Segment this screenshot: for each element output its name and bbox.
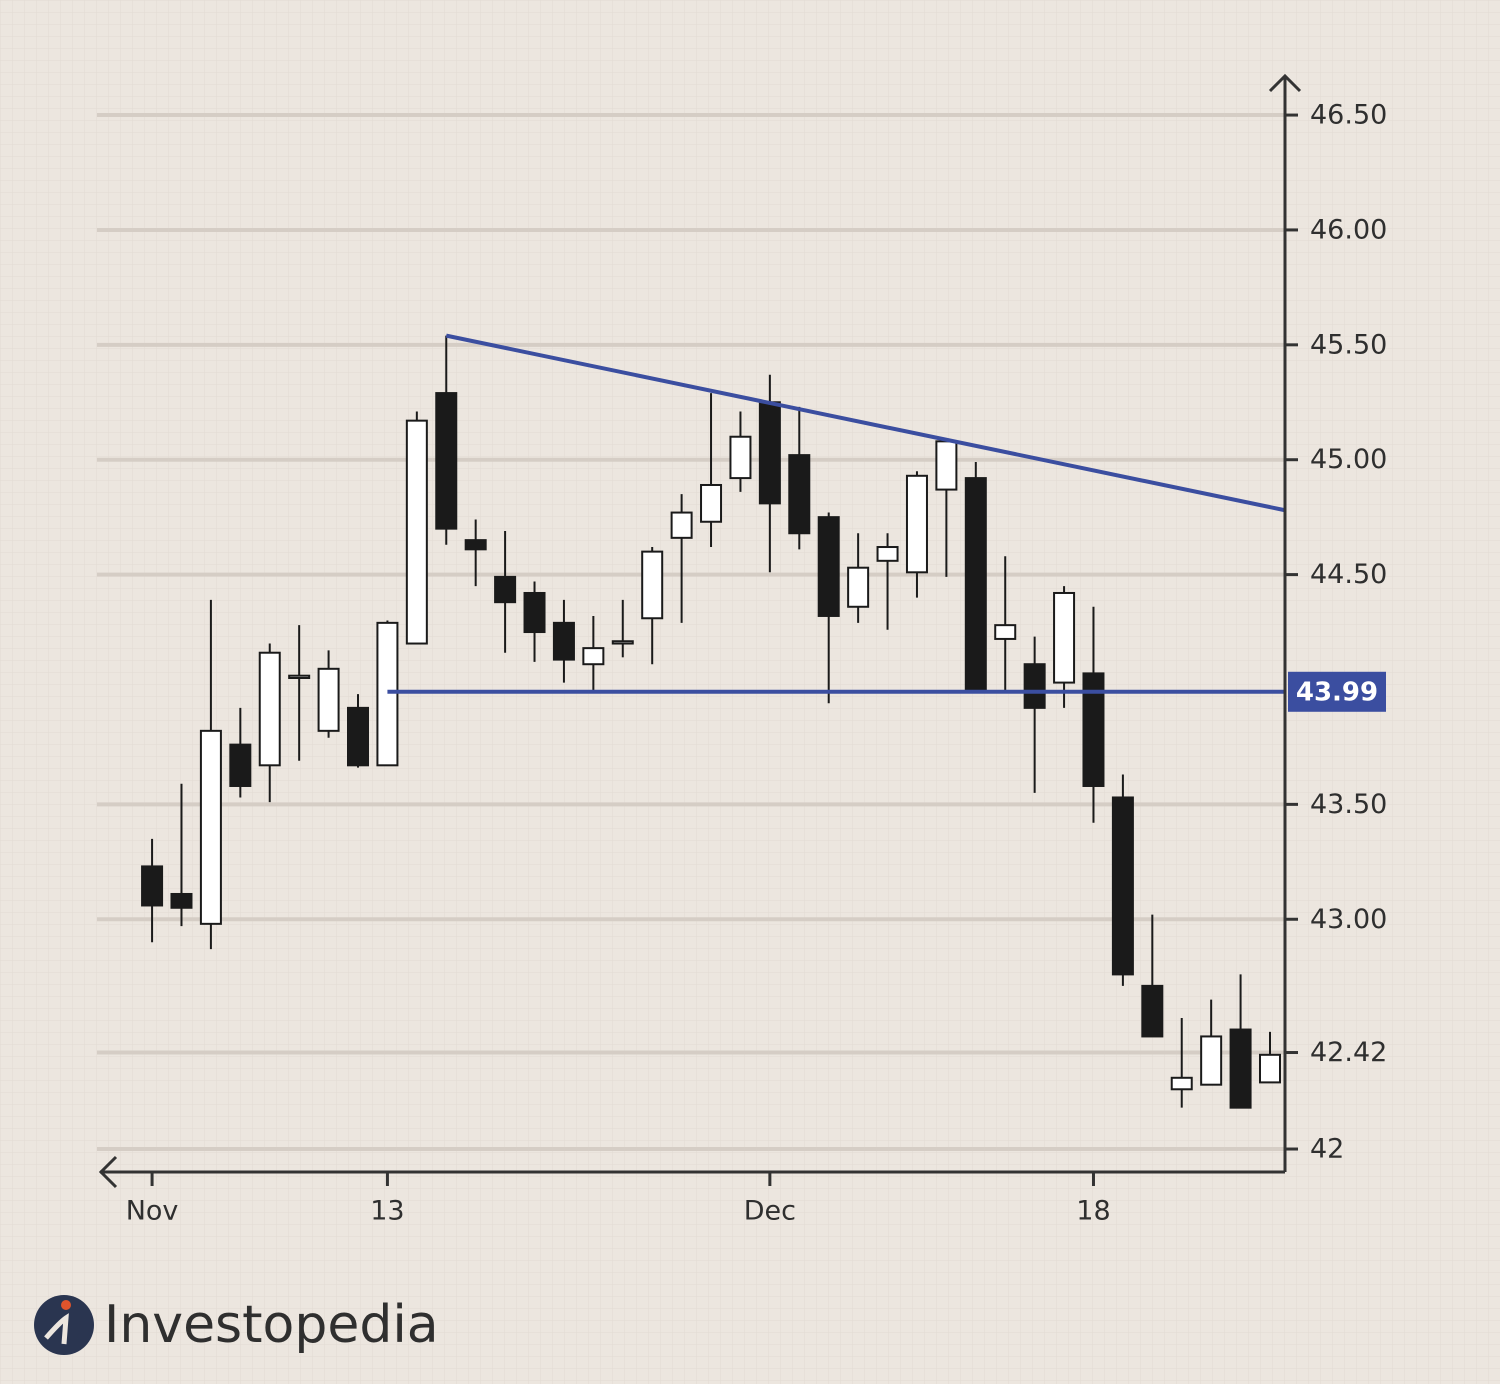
logo-mark — [44, 1313, 69, 1345]
grid — [97, 113, 1285, 1152]
candle-body — [1023, 663, 1046, 709]
candle-body — [170, 892, 193, 909]
candle-body — [964, 477, 987, 693]
logo: Investopedia — [34, 1295, 439, 1355]
x-tick-label: Dec — [744, 1196, 796, 1227]
candle-body — [288, 674, 311, 679]
candle-body — [552, 621, 575, 661]
y-tick-label: 43.50 — [1310, 789, 1387, 820]
y-tick-label: 46.50 — [1310, 100, 1387, 131]
x-tick-label: 13 — [370, 1196, 404, 1227]
x-tick-label: 18 — [1076, 1196, 1110, 1227]
candle-body — [376, 621, 399, 767]
candle-body — [994, 624, 1017, 640]
candle-body — [758, 401, 781, 505]
support-label: 43.99 — [1296, 677, 1378, 707]
candle-body — [435, 392, 458, 530]
candle-body — [229, 743, 252, 787]
candle-body — [199, 729, 222, 925]
candle-body — [1229, 1028, 1252, 1109]
candle-body — [317, 667, 340, 732]
candle-body — [1111, 796, 1134, 976]
plot — [141, 333, 1286, 1109]
y-tick-label: 42 — [1310, 1134, 1344, 1165]
candle-body — [876, 546, 899, 562]
candle-body — [905, 474, 928, 574]
y-tick-label: 43.00 — [1310, 904, 1387, 935]
support-badge — [1288, 671, 1386, 712]
brand: Investopedia — [104, 1295, 439, 1355]
candle-body — [405, 419, 428, 645]
candle-body — [670, 511, 693, 539]
candle-body — [347, 706, 370, 767]
candle-body — [1200, 1035, 1223, 1086]
candle-body — [1141, 984, 1164, 1038]
y-tick-label: 44.50 — [1310, 559, 1387, 590]
candle-body — [788, 454, 811, 535]
y-tick-label: 42.42 — [1310, 1037, 1387, 1068]
candle-body — [582, 647, 605, 666]
labels: 42 42.42 43.00 43.50 44.50 45.00 45.50 46.00 46.… — [126, 100, 1388, 1227]
candle-body — [729, 435, 752, 480]
y-tick-label: 45.50 — [1310, 329, 1387, 360]
resistance-line — [445, 333, 1286, 513]
candle-body — [141, 865, 164, 907]
x-tick-label: Nov — [126, 1196, 179, 1227]
candle-body — [464, 539, 487, 551]
y-tick-label: 46.00 — [1310, 214, 1387, 245]
candle-body — [258, 651, 281, 767]
candle-body — [611, 640, 634, 645]
y-tick-label: 45.00 — [1310, 444, 1387, 475]
candle-body — [1170, 1076, 1193, 1091]
candle-body — [1258, 1053, 1281, 1084]
candle-body — [494, 575, 517, 604]
candle-body — [523, 591, 546, 634]
candle-body — [935, 440, 958, 491]
candle-body — [641, 550, 664, 620]
candle-body — [817, 516, 840, 617]
axes — [98, 73, 1302, 1189]
y-axis-arrow — [1268, 73, 1302, 93]
logo-dot — [61, 1300, 71, 1310]
x-axis-arrow — [98, 1155, 118, 1189]
candle-body — [1053, 591, 1076, 684]
candle-body — [1082, 672, 1105, 787]
candle-body — [700, 483, 723, 523]
candle-body — [847, 566, 870, 608]
